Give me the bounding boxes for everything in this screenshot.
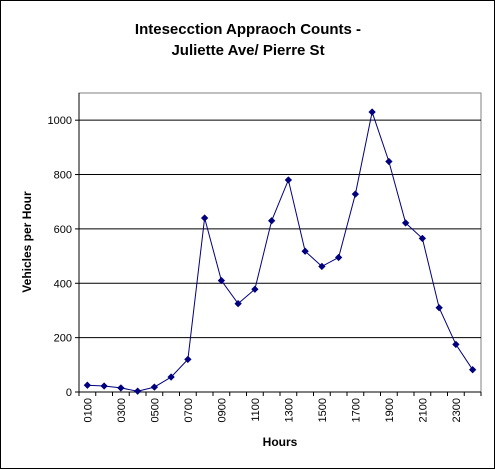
- data-point-0900: [217, 276, 226, 285]
- y-tick-label: 800: [54, 170, 72, 182]
- data-point-1800: [368, 108, 376, 116]
- y-tick-label: 1000: [48, 115, 72, 127]
- data-point-2200: [435, 303, 443, 312]
- y-tick-label: 0: [66, 387, 72, 399]
- axes: [75, 93, 482, 396]
- chart-title-line-1: Intesecction Appraoch Counts -: [135, 21, 361, 38]
- data-point-1900: [385, 157, 393, 166]
- x-tick-label: 0700: [183, 398, 195, 422]
- x-tick-label: 0100: [82, 398, 94, 422]
- y-tick-label: 600: [54, 224, 72, 236]
- chart-title-line-2: Juliette Ave/ Pierre St: [171, 42, 324, 59]
- data-point-2000: [401, 219, 410, 227]
- data-point-0700: [184, 355, 192, 364]
- x-tick-label: 0500: [149, 398, 161, 422]
- data-point-1000: [234, 299, 242, 308]
- data-point-2300: [452, 340, 460, 349]
- data-point-0400: [133, 387, 142, 395]
- x-tick-label: 1700: [350, 398, 362, 422]
- data-point-0200: [100, 382, 108, 390]
- data-point-1400: [301, 247, 309, 255]
- data-point-0300: [117, 384, 125, 392]
- x-tick-label: 2300: [451, 398, 463, 422]
- data-point-1200: [267, 217, 276, 225]
- data-point-1700: [351, 190, 360, 198]
- series-layer: [83, 108, 477, 395]
- x-tick-labels: 0100 0300 0500 0700 0900 1100 1300 1500 1700 1900…: [82, 398, 463, 422]
- data-point-1300: [284, 176, 293, 184]
- data-point-0500: [150, 383, 159, 391]
- x-tick-label: 0300: [116, 398, 128, 422]
- x-tick-label: 2100: [417, 398, 429, 422]
- data-point-2400: [468, 365, 477, 374]
- plot-area: [78, 92, 482, 393]
- data-point-1600: [334, 253, 343, 262]
- x-tick-label: 1500: [317, 398, 329, 422]
- x-tick-label: 1300: [283, 398, 295, 422]
- y-tick-label: 400: [54, 278, 72, 290]
- x-axis-title: Hours: [263, 435, 298, 449]
- data-point-0600: [167, 373, 175, 381]
- y-tick-label: 200: [54, 333, 72, 345]
- data-point-2100: [418, 234, 427, 243]
- data-point-1500: [318, 262, 326, 271]
- data-point-0800: [200, 214, 209, 222]
- y-tick-labels: 0 200 400 600 800 1000: [48, 115, 72, 399]
- grid-lines: [79, 119, 481, 339]
- x-tick-label: 1100: [250, 398, 262, 422]
- x-tick-label: 0900: [216, 398, 228, 422]
- y-axis-title: Vehicles per Hour: [20, 191, 34, 293]
- data-point-1100: [251, 285, 259, 294]
- data-point-0100: [83, 381, 92, 389]
- x-tick-label: 1900: [384, 398, 396, 422]
